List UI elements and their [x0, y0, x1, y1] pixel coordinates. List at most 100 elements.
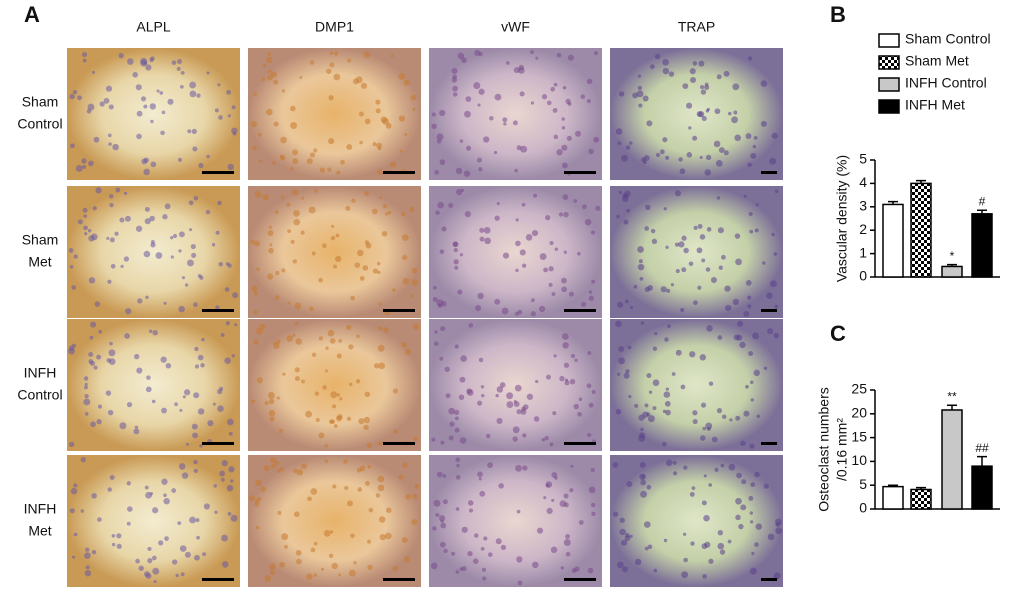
cell: [748, 495, 754, 501]
cell: [548, 266, 554, 272]
cell: [453, 247, 458, 253]
cell: [319, 167, 326, 173]
cell: [115, 187, 121, 193]
cell: [756, 414, 761, 419]
cell: [144, 571, 150, 577]
cell: [292, 468, 298, 474]
cell: [108, 349, 116, 357]
cell: [404, 348, 412, 356]
cell: [231, 354, 235, 358]
annotation: ##: [975, 441, 989, 455]
cell: [377, 270, 381, 275]
cell: [618, 346, 625, 352]
error-bar: [916, 486, 926, 490]
cell: [616, 214, 620, 219]
cell: [266, 273, 274, 280]
cell: [357, 249, 364, 257]
cell: [652, 406, 657, 411]
cell: [252, 145, 257, 151]
cell: [563, 502, 569, 508]
cell: [680, 384, 686, 390]
cell: [301, 379, 305, 384]
cell: [404, 132, 408, 136]
cell: [118, 52, 124, 59]
cell: [668, 71, 675, 77]
cell: [701, 258, 706, 263]
cell: [180, 71, 185, 75]
cell: [588, 402, 594, 408]
cell: [274, 294, 280, 300]
cell: [697, 223, 703, 229]
cell: [530, 298, 535, 303]
error-bar: [947, 263, 957, 267]
cell: [109, 194, 114, 199]
cell: [306, 158, 313, 165]
cell: [81, 158, 87, 164]
cell: [84, 569, 92, 577]
cell: [763, 483, 769, 489]
bar: [971, 213, 993, 278]
cell: [222, 561, 229, 568]
cell: [103, 97, 110, 104]
cell: [586, 99, 591, 104]
cell: [290, 166, 294, 171]
legend-label: Sham Control: [905, 31, 991, 47]
cell: [68, 347, 75, 355]
cell: [563, 539, 571, 547]
cell: [382, 204, 388, 209]
cell: [655, 152, 661, 158]
cell: [189, 81, 197, 89]
cell: [163, 301, 167, 305]
cell: [294, 302, 302, 310]
cell: [176, 66, 181, 71]
cell: [454, 344, 459, 349]
cell: [255, 479, 262, 487]
cell: [167, 98, 174, 105]
cell: [569, 378, 576, 385]
cell: [517, 309, 523, 315]
cell: [314, 189, 318, 193]
cell: [197, 274, 202, 278]
cell: [295, 338, 302, 345]
cell: [249, 495, 256, 501]
cell: [634, 558, 642, 566]
cell: [80, 509, 85, 513]
cell: [520, 409, 527, 415]
cell: [654, 331, 658, 336]
cell: [405, 493, 412, 500]
cell: [645, 204, 651, 211]
cell: [385, 122, 392, 129]
cell: [192, 146, 198, 152]
cell: [431, 123, 437, 129]
cell: [280, 136, 287, 144]
cell: [663, 207, 667, 211]
micrograph: [429, 186, 602, 318]
cell: [250, 121, 258, 128]
cell: [472, 558, 479, 564]
cell: [152, 330, 158, 336]
cell: [347, 58, 352, 63]
cell: [292, 333, 296, 337]
cell: [253, 92, 258, 96]
cell: [160, 356, 167, 363]
cell: [178, 231, 185, 238]
cell: [93, 136, 100, 143]
cell: [376, 261, 381, 266]
cell: [678, 241, 685, 248]
cell: [451, 67, 458, 74]
cell: [494, 93, 502, 101]
cell: [748, 351, 754, 357]
cell: [260, 486, 266, 492]
cell: [544, 435, 549, 441]
cell: [145, 295, 149, 300]
cell: [503, 122, 507, 126]
cell: [637, 85, 642, 91]
micrograph: [610, 48, 783, 180]
cell: [402, 277, 410, 285]
cell: [181, 276, 185, 280]
cell: [699, 435, 706, 441]
cell: [689, 491, 695, 497]
row-label: INFH: [24, 501, 57, 517]
cell: [137, 298, 143, 304]
cell: [87, 103, 95, 111]
